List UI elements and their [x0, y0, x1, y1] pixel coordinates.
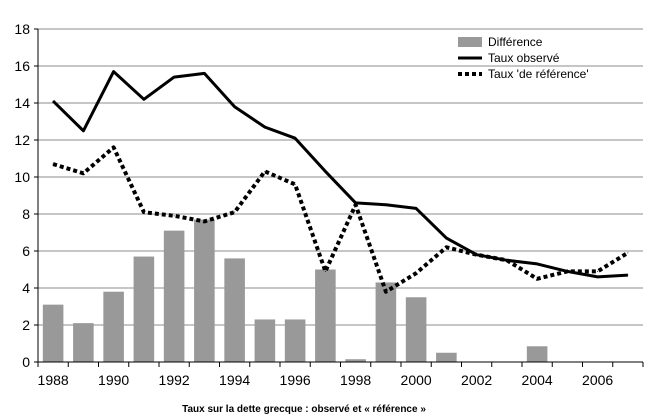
- line-2-point-1994: [234, 211, 236, 213]
- legend: Différence Taux observé Taux 'de référence…: [458, 35, 589, 81]
- line-1-point-1991: [143, 98, 145, 100]
- bar-1989: [73, 323, 94, 362]
- x-tick-label-1988: 1988: [38, 372, 69, 388]
- bar-2001: [436, 352, 457, 362]
- line-1-point-2006: [597, 276, 599, 278]
- line-2-point-1990: [113, 146, 115, 148]
- line-1-point-2000: [415, 207, 417, 209]
- line-1-point-1995: [264, 126, 266, 128]
- bar-1995: [254, 319, 276, 362]
- x-tick-label-1994: 1994: [219, 372, 250, 388]
- line-1-point-1990: [113, 71, 115, 73]
- line-series-2: [52, 145, 629, 294]
- line-1-point-2007: [627, 274, 629, 276]
- bar-1990: [103, 291, 124, 362]
- bar-series: [42, 219, 548, 362]
- bar-1994: [224, 258, 245, 362]
- line-2-point-1989: [82, 172, 84, 174]
- legend-label-1: Différence: [488, 35, 543, 49]
- y-axis-ticks: 0 2 4 6 8 10 12 14 16 18: [14, 21, 38, 370]
- y-tick-label-12: 12: [14, 132, 30, 148]
- y-tick-label-0: 0: [22, 354, 30, 370]
- line-1-point-1999: [385, 204, 387, 206]
- line-2-point-1993: [203, 220, 205, 222]
- legend-label-2: Taux observé: [488, 51, 560, 65]
- x-tick-label-1992: 1992: [159, 372, 190, 388]
- bar-2004: [526, 346, 548, 362]
- bar-1988: [42, 304, 64, 362]
- line-2-point-1991: [143, 211, 145, 213]
- x-tick-label-1990: 1990: [98, 372, 129, 388]
- line-1-point-1988: [52, 100, 54, 102]
- line-2-point-2005: [566, 270, 568, 272]
- x-tick-label-2006: 2006: [582, 372, 613, 388]
- line-2-point-2003: [506, 259, 508, 261]
- bar-1999: [375, 282, 397, 362]
- line-2-point-1992: [173, 215, 175, 217]
- bar-1992: [163, 230, 185, 362]
- line-2-point-2007: [627, 252, 629, 254]
- line-1-point-1989: [82, 130, 84, 132]
- line-2-point-2002: [476, 254, 478, 256]
- bar-1998: [345, 359, 366, 362]
- chart-caption: Taux sur la dette grecque : observé et «…: [182, 404, 426, 415]
- x-axis-ticks: 1988 1990 1992 1994 1996 1998 2000 2002 2004 2006: [37, 362, 644, 388]
- y-tick-label-10: 10: [14, 169, 30, 185]
- line-1-point-1992: [173, 76, 175, 78]
- bar-1997: [315, 269, 336, 362]
- legend-swatch-1: [458, 37, 482, 47]
- y-tick-label-4: 4: [22, 280, 30, 296]
- line-2-point-2004: [536, 278, 538, 280]
- legend-label-3: Taux 'de référence': [488, 67, 589, 81]
- line-series-1: [52, 70, 628, 279]
- line-1-point-1994: [234, 106, 236, 108]
- bar-2000: [405, 297, 427, 362]
- bar-1991: [133, 256, 155, 362]
- line-series: [52, 70, 629, 294]
- line-1-point-1997: [324, 170, 326, 172]
- line-2-point-1998: [355, 204, 357, 206]
- line-2-point-1999: [385, 291, 387, 293]
- line-1-point-1996: [294, 137, 296, 139]
- bar-1996: [284, 319, 306, 362]
- line-2-point-2006: [597, 270, 599, 272]
- y-tick-label-2: 2: [22, 317, 30, 333]
- line-2-point-2000: [415, 272, 417, 274]
- y-tick-label-6: 6: [22, 243, 30, 259]
- y-tick-label-16: 16: [14, 58, 30, 74]
- x-tick-label-1998: 1998: [340, 372, 371, 388]
- line-1-point-1993: [203, 72, 205, 74]
- line-2-point-1995: [264, 170, 266, 172]
- line-2-point-1997: [324, 270, 326, 272]
- bar-1993: [194, 219, 215, 362]
- y-tick-label-18: 18: [14, 21, 30, 37]
- x-tick-label-2000: 2000: [401, 372, 432, 388]
- line-2-point-1996: [294, 183, 296, 185]
- y-tick-label-8: 8: [22, 206, 30, 222]
- line-1-point-2001: [445, 237, 447, 239]
- x-tick-label-2002: 2002: [461, 372, 492, 388]
- line-2-point-1988: [52, 163, 54, 165]
- line-1-point-2004: [536, 263, 538, 265]
- y-tick-label-14: 14: [14, 95, 30, 111]
- line-2-point-2001: [445, 246, 447, 248]
- x-tick-label-1996: 1996: [280, 372, 311, 388]
- x-tick-label-2004: 2004: [522, 372, 553, 388]
